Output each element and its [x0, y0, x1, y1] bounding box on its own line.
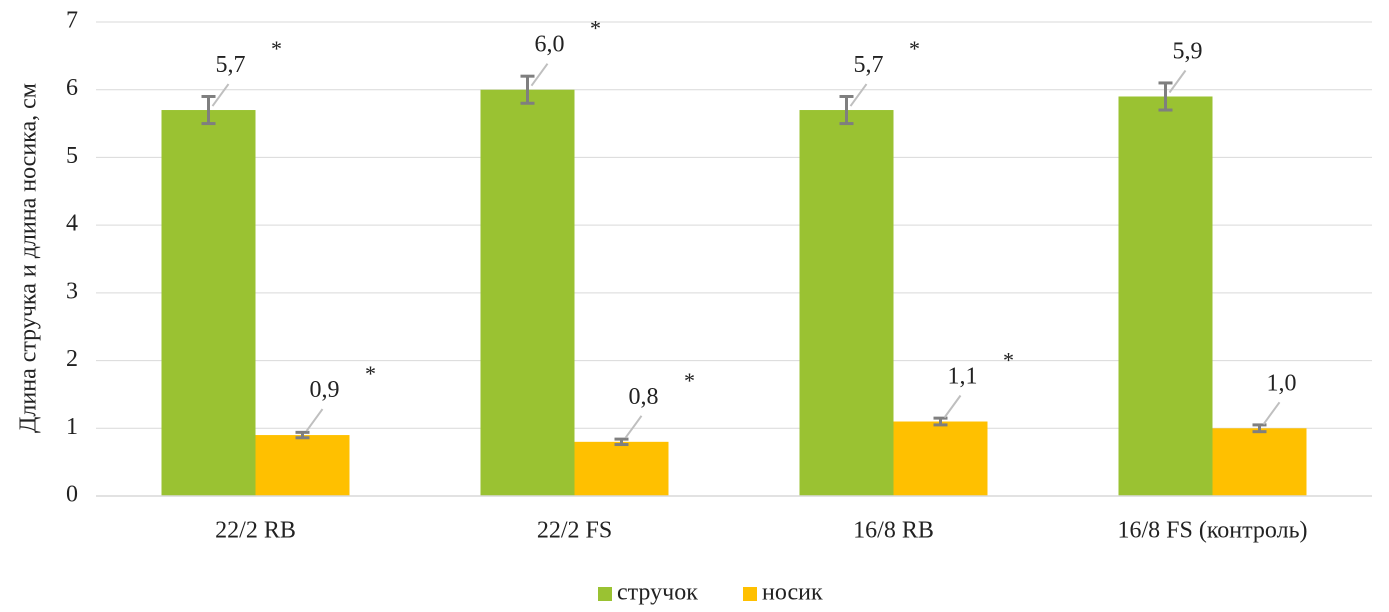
data-label: 5,9: [1173, 38, 1203, 64]
y-tick-label: 1: [66, 414, 78, 440]
leader-line: [305, 408, 324, 432]
bar-beak: [893, 421, 988, 496]
y-tick-label: 5: [66, 143, 78, 169]
significance-marker: *: [271, 36, 282, 61]
y-tick-label: 2: [66, 346, 78, 372]
significance-marker: *: [1003, 348, 1014, 373]
leader-line: [849, 83, 868, 107]
gridlines: [96, 21, 1372, 429]
significance-marker: *: [684, 368, 695, 393]
significance-marker: *: [909, 36, 920, 61]
bar-pod: [480, 89, 575, 496]
bar-beak: [574, 441, 669, 496]
bar-beak: [1212, 428, 1307, 496]
bar-pod: [1118, 96, 1213, 496]
legend-label: стручок: [617, 580, 698, 606]
y-tick-label: 7: [66, 8, 78, 34]
legend-swatch: [743, 587, 757, 601]
leader-line: [943, 394, 962, 419]
legend-label: носик: [762, 580, 823, 606]
y-tick-label: 6: [66, 75, 78, 101]
data-labels: 5,7 * 6,0 * 5,7 * 5,9 0,9 * 0,8 * 1,1 * 1,0: [211, 16, 1297, 439]
bars: [161, 89, 1307, 497]
y-tick-label: 3: [66, 278, 78, 304]
significance-marker: *: [365, 361, 376, 386]
x-tick-label: 22/2 FS: [537, 518, 612, 544]
data-label: 1,0: [1267, 370, 1297, 396]
legend-swatch: [598, 587, 612, 601]
legend: стручок носик: [598, 580, 823, 606]
significance-marker: *: [590, 16, 601, 41]
x-tick-label: 16/8 FS (контроль): [1117, 518, 1307, 544]
data-label: 1,1: [948, 364, 978, 390]
axes: 0 1 2 3 4 5 6 7 22/2 RB 22/2 FS 16/8 RB 16/8 FS (ко…: [66, 8, 1372, 544]
y-axis-label: Длина стручка и длина носика, см: [16, 83, 42, 433]
x-tick-label: 16/8 RB: [853, 518, 934, 544]
leader-line: [1262, 401, 1281, 425]
x-tick-label: 22/2 RB: [215, 518, 296, 544]
data-label: 6,0: [535, 32, 565, 58]
data-label: 0,9: [310, 377, 340, 403]
data-label: 5,7: [854, 52, 884, 78]
data-label: 0,8: [629, 384, 659, 410]
leader-line: [530, 63, 549, 87]
error-bars: [201, 74, 1267, 447]
y-tick-label: 4: [66, 211, 78, 237]
leader-line: [624, 415, 643, 439]
leader-line: [1168, 69, 1187, 94]
bar-beak: [255, 435, 350, 496]
leader-line: [211, 83, 230, 107]
bar-pod: [799, 110, 894, 497]
bar-pod: [161, 110, 256, 497]
data-label: 5,7: [216, 52, 246, 78]
y-tick-label: 0: [66, 482, 78, 508]
